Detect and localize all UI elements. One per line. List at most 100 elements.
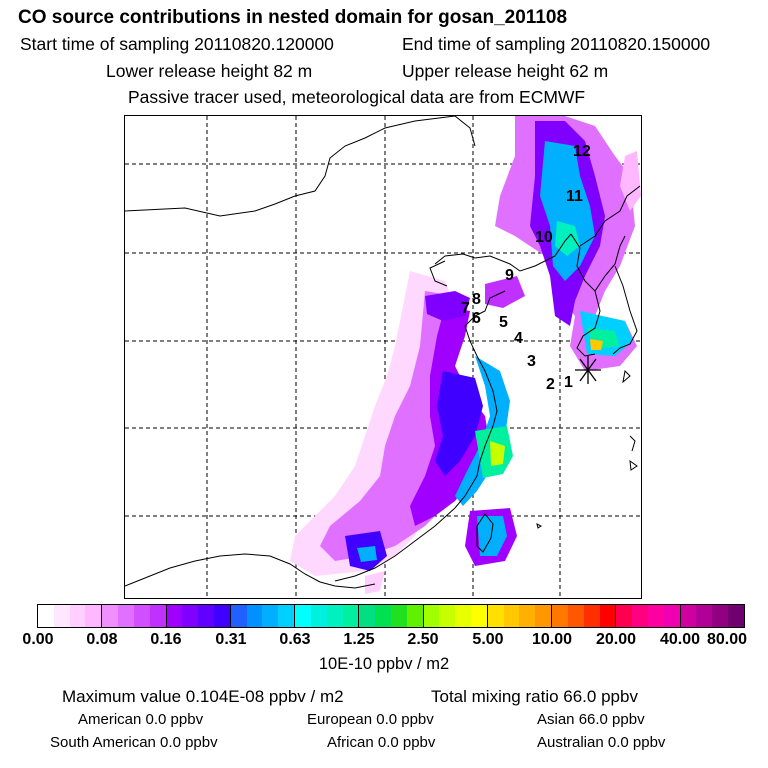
- asian-contribution: Asian 66.0 ppbv: [537, 711, 645, 728]
- color-scale-swatch: [342, 605, 359, 627]
- color-scale-swatch: [471, 605, 487, 627]
- color-scale-swatch: [102, 605, 119, 627]
- tracer-note-text: Passive tracer used, meteorological data…: [128, 87, 586, 107]
- map-panel: 1 2 3 4 5 6 7 8 9 10 11 12: [124, 115, 642, 599]
- trajectory-label-2: 2: [546, 376, 555, 393]
- color-scale-segment: [551, 605, 616, 627]
- lower-release-text: Lower release height 82 m: [106, 61, 313, 81]
- color-scale-swatch: [567, 605, 584, 627]
- color-scale-swatch: [503, 605, 520, 627]
- scale-tick-label: 0.00: [22, 631, 54, 648]
- color-scale-swatch: [632, 605, 649, 627]
- coastlines: [125, 116, 641, 589]
- color-scale-swatch: [375, 605, 391, 627]
- upper-release-text: Upper release height 62 m: [402, 61, 609, 81]
- south-american-contribution: South American 0.0 ppbv: [50, 734, 218, 751]
- color-scale-swatch: [182, 605, 199, 627]
- color-scale-swatch: [295, 605, 311, 627]
- australian-contribution: Australian 0.0 ppbv: [537, 734, 666, 751]
- trajectory-label-4: 4: [514, 330, 523, 347]
- color-scale-segment: [422, 605, 487, 627]
- color-scale-swatch: [118, 605, 134, 627]
- trajectory-label-6: 6: [472, 310, 481, 327]
- scale-tick-label: 0.31: [215, 631, 247, 648]
- color-scale-swatch: [359, 605, 376, 627]
- african-contribution: African 0.0 ppbv: [327, 734, 436, 751]
- color-scale-swatch: [213, 605, 230, 627]
- scale-tick-label: 0.08: [86, 631, 118, 648]
- trajectory-label-11: 11: [566, 188, 583, 205]
- color-scale-swatch: [712, 605, 729, 627]
- contribution-map: 1 2 3 4 5 6 7 8 9 10 11 12: [125, 116, 641, 598]
- trajectory-label-5: 5: [499, 314, 508, 331]
- color-scale-swatch: [487, 605, 504, 627]
- color-scale-segment: [358, 605, 423, 627]
- trajectory-label-3: 3: [527, 353, 536, 370]
- scale-tick-label: 0.63: [279, 631, 311, 648]
- scale-tick-label: 80.00: [706, 631, 748, 648]
- trajectory-label-7: 7: [461, 300, 470, 317]
- color-scale-segment: [229, 605, 295, 627]
- end-time-text: End time of sampling 20110820.150000: [402, 34, 711, 54]
- scale-tick-label: 5.00: [472, 631, 504, 648]
- color-scale-swatch: [616, 605, 633, 627]
- american-contribution: American 0.0 ppbv: [78, 711, 204, 728]
- scale-tick-label: 0.16: [150, 631, 182, 648]
- color-scale-swatch: [262, 605, 279, 627]
- color-scale-swatch: [439, 605, 456, 627]
- total-mixing-text: Total mixing ratio 66.0 ppbv: [431, 687, 638, 706]
- color-scale-swatch: [198, 605, 214, 627]
- color-scale-swatch: [535, 605, 552, 627]
- color-scale-swatch: [230, 605, 247, 627]
- color-scale-swatch: [455, 605, 472, 627]
- trajectory-label-12: 12: [573, 143, 591, 160]
- max-value-text: Maximum value 0.104E-08 ppbv / m2: [62, 687, 344, 706]
- color-scale-segment: [486, 605, 552, 627]
- page-title: CO source contributions in nested domain…: [18, 7, 568, 28]
- start-time-text: Start time of sampling 20110820.120000: [20, 34, 334, 54]
- trajectory-label-8: 8: [472, 291, 481, 308]
- color-scale-swatch: [599, 605, 616, 627]
- color-scale-swatch: [648, 605, 664, 627]
- color-scale-segment: [165, 605, 230, 627]
- color-scale-swatch: [680, 605, 697, 627]
- color-scale-swatch: [38, 605, 54, 627]
- color-scale-segment: [615, 605, 680, 627]
- trajectory-label-10: 10: [535, 229, 553, 246]
- color-scale-swatch: [326, 605, 343, 627]
- color-scale-swatch: [166, 605, 183, 627]
- color-scale-segment: [679, 605, 744, 627]
- receptor-marker: [575, 356, 601, 384]
- scale-tick-label: 20.00: [595, 631, 637, 648]
- scale-tick-label: 2.50: [407, 631, 439, 648]
- color-scale-swatch: [423, 605, 440, 627]
- color-scale-swatch: [133, 605, 150, 627]
- color-scale-swatch: [583, 605, 600, 627]
- color-scale-swatch: [552, 605, 568, 627]
- color-scale-swatch: [53, 605, 70, 627]
- color-scale-swatch: [278, 605, 295, 627]
- scale-tick-label: 10.00: [531, 631, 573, 648]
- trajectory-label-1: 1: [564, 374, 573, 391]
- color-scale-swatch: [406, 605, 423, 627]
- color-scale-swatch: [85, 605, 102, 627]
- color-scale-segment: [101, 605, 166, 627]
- scale-tick-label: 40.00: [659, 631, 701, 648]
- color-scale-bar: [37, 604, 745, 628]
- color-scale-swatch: [390, 605, 407, 627]
- scale-tick-label: 1.25: [343, 631, 375, 648]
- color-scale-swatch: [663, 605, 680, 627]
- color-scale-swatch: [728, 605, 744, 627]
- scale-units: 10E-10 ppbv / m2: [318, 655, 450, 673]
- color-scale-swatch: [310, 605, 327, 627]
- color-scale-segment: [38, 605, 102, 627]
- color-scale-swatch: [696, 605, 713, 627]
- color-scale-segment: [294, 605, 359, 627]
- color-scale-swatch: [519, 605, 536, 627]
- color-scale-swatch: [149, 605, 166, 627]
- color-scale-swatch: [69, 605, 86, 627]
- concentration-plume: [290, 116, 641, 594]
- trajectory-label-9: 9: [505, 267, 514, 284]
- color-scale-swatch: [246, 605, 263, 627]
- european-contribution: European 0.0 ppbv: [307, 711, 434, 728]
